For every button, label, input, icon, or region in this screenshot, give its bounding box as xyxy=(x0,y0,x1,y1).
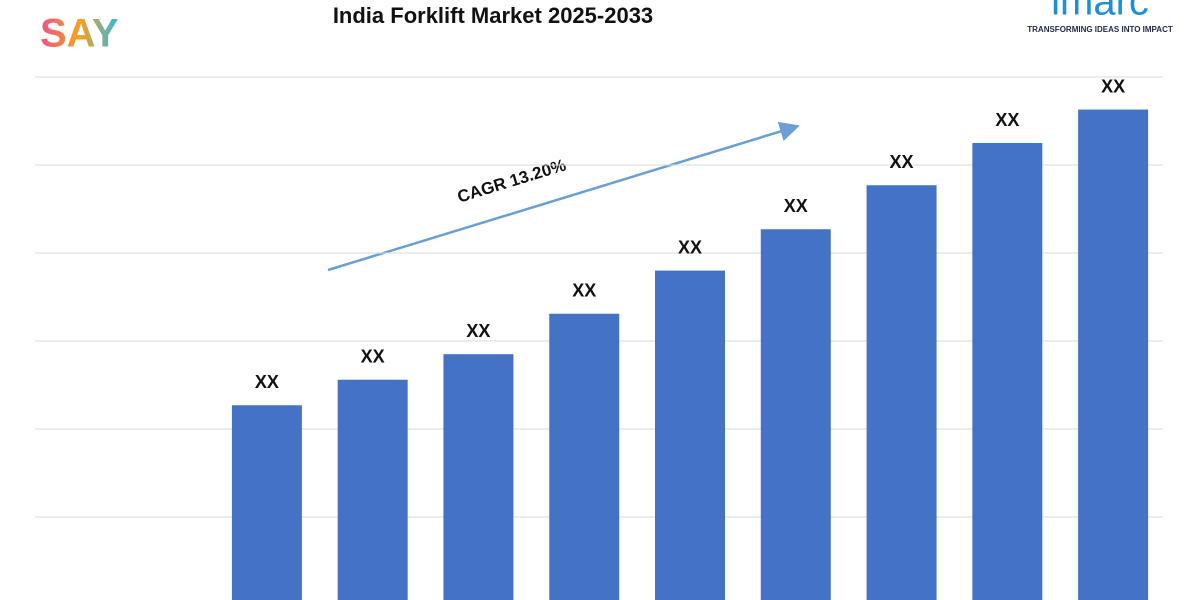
logo-tagline: TRANSFORMING IDEAS INTO IMPACT xyxy=(1027,25,1173,34)
value-label: XX xyxy=(890,152,914,172)
value-label: XX xyxy=(466,321,490,341)
bar xyxy=(443,354,514,600)
bar xyxy=(549,313,620,600)
chart-title: India Forklift Market 2025-2033 xyxy=(333,3,653,28)
bar xyxy=(655,270,725,600)
bar xyxy=(231,405,302,600)
bar xyxy=(337,379,408,600)
cagr-annotation: CAGR 13.20% xyxy=(455,156,568,207)
bar xyxy=(866,185,937,600)
bar xyxy=(972,143,1043,600)
value-label: XX xyxy=(361,346,385,366)
value-label: XX xyxy=(784,196,808,216)
value-label: XX xyxy=(1101,76,1125,96)
bar xyxy=(1078,109,1149,600)
logo-right: imarc xyxy=(1051,0,1149,24)
logo-left: SAY xyxy=(40,12,119,56)
value-label: XX xyxy=(678,237,702,257)
value-label: XX xyxy=(255,372,279,392)
bar xyxy=(760,229,831,600)
value-label: XX xyxy=(572,280,596,300)
cagr-arrow xyxy=(327,121,800,272)
value-label: XX xyxy=(995,110,1019,130)
